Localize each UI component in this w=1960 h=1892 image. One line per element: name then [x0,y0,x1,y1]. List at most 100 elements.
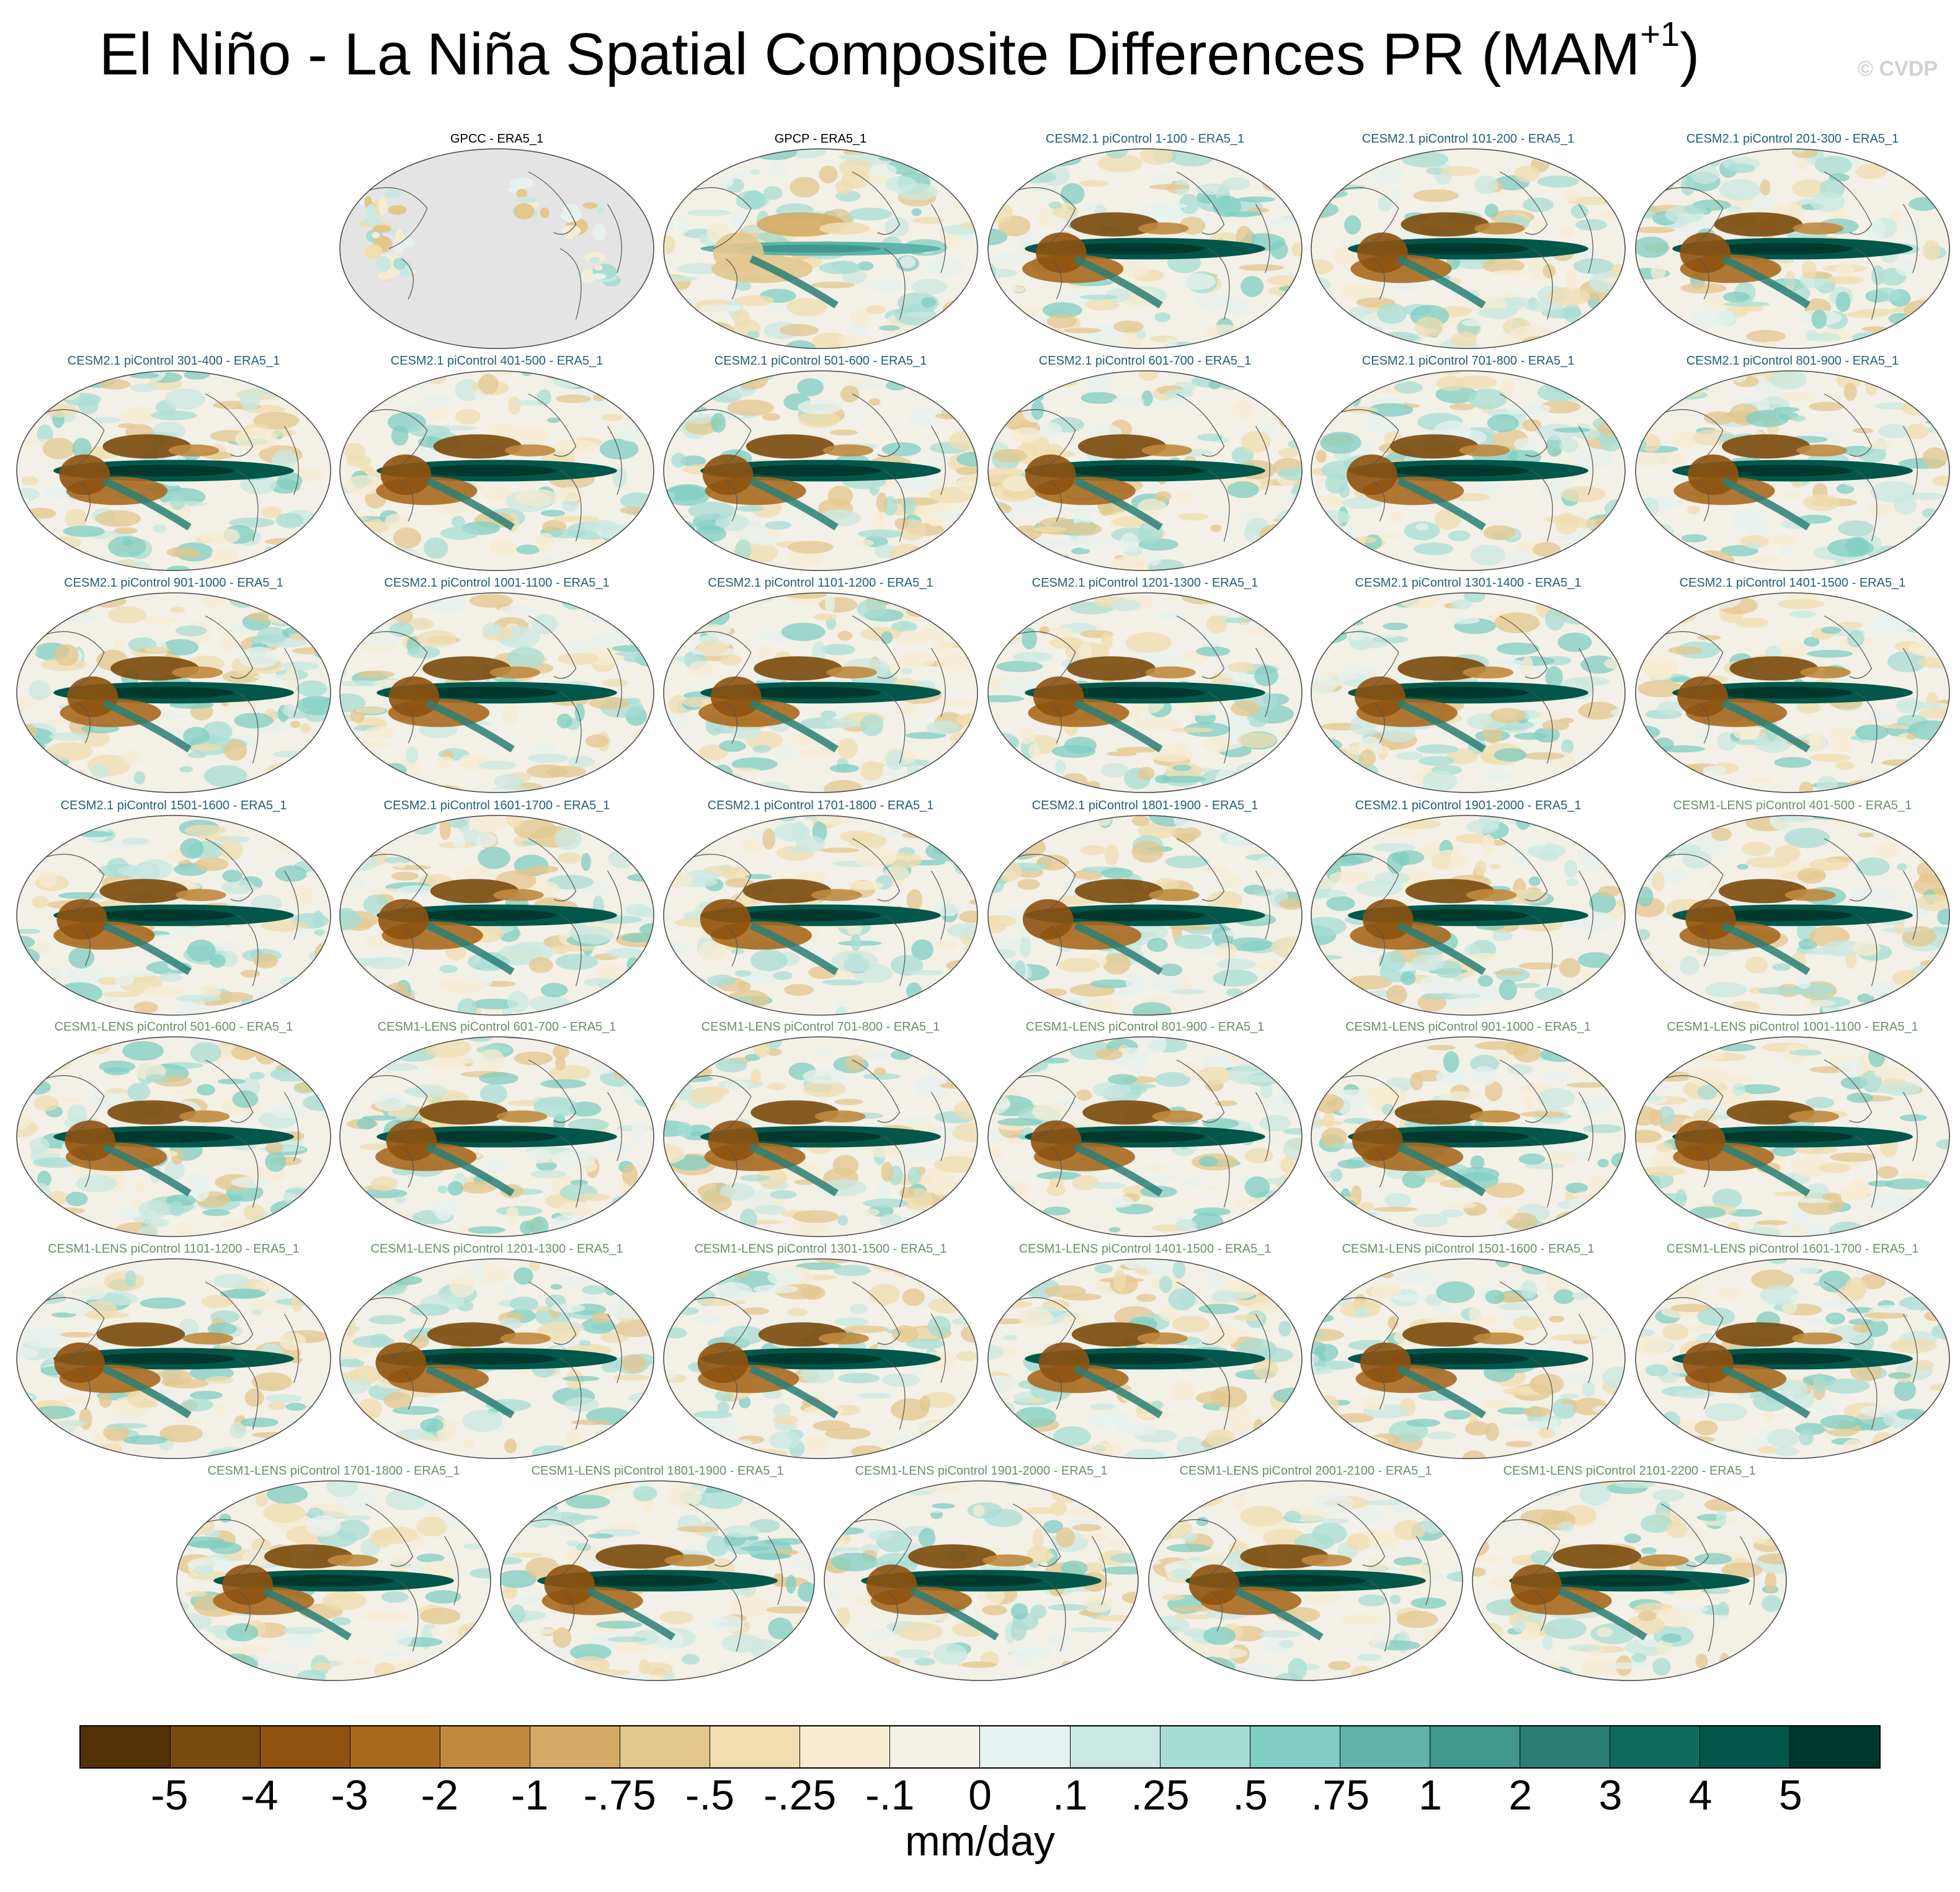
precip-anomaly-blob [1213,969,1258,987]
precip-anomaly-blob [600,1049,626,1057]
precip-anomaly-blob [1855,857,1890,876]
precip-anomaly-blob [1513,983,1541,988]
coastline [236,692,259,764]
map-outline [987,370,1303,571]
precip-anomaly-blob [798,399,842,415]
precip-anomaly-blob [1232,593,1258,602]
precip-anomaly-blob [774,744,795,759]
coastline [1659,853,1724,916]
precip-anomaly-blob [1110,598,1141,611]
precip-anomaly-blob [1538,371,1561,379]
colorbar-bin [1250,1726,1340,1767]
precip-anomaly-blob [1291,1040,1302,1050]
precip-anomaly-blob [917,262,943,269]
precip-map [339,148,654,349]
coastline [1049,258,1062,300]
land-precip-patch [395,228,404,245]
precip-anomaly-blob [831,260,858,273]
precip-anomaly-blob [988,1148,1004,1160]
coastline [607,425,622,495]
map-panel: CESM2.1 piControl 501-600 - ERA5_1 [659,353,982,574]
precip-anomaly-blob [357,1117,376,1130]
precip-anomaly-blob [832,1155,859,1176]
precip-anomaly-blob [1597,314,1614,324]
precip-anomaly-blob [1042,302,1082,319]
precip-anomaly-blob [1481,834,1495,856]
panel-title: CESM2.1 piControl 1201-1300 - ERA5_1 [1031,576,1258,590]
colorbar-tick-label: 3 [1598,1772,1623,1819]
precip-anomaly-blob [1663,1040,1698,1051]
coastline [363,631,428,693]
precip-anomaly-blob [518,425,550,446]
precip-anomaly-blob [1210,524,1222,532]
map-panel: CESM1-LENS piControl 801-900 - ERA5_1 [984,1019,1306,1240]
precip-anomaly-blob [863,1073,901,1080]
precip-anomaly-blob [54,644,79,666]
precip-anomaly-blob [932,593,955,604]
precip-anomaly-blob [373,680,400,686]
precip-anomaly-blob [1244,1176,1270,1198]
precip-anomaly-blob [700,304,742,312]
precip-anomaly-blob [991,252,1030,264]
precip-anomaly-blob [1789,610,1817,618]
coastline [1373,258,1385,300]
precip-anomaly-blob [583,886,615,895]
coastline [883,470,906,542]
precip-anomaly-blob [1201,866,1230,874]
dry-anomaly-region [742,879,832,904]
precip-anomaly-blob [1197,433,1223,442]
precip-anomaly-blob [593,1370,607,1380]
precip-anomaly-blob [251,1372,292,1392]
precip-anomaly-blob [1661,452,1685,464]
precip-anomaly-blob [1404,521,1440,541]
precip-anomaly-blob [1528,876,1541,886]
precip-anomaly-blob [1337,1159,1366,1169]
precip-anomaly-blob [1277,624,1302,643]
dry-anomaly-region [378,899,429,940]
precip-anomaly-blob [302,596,331,613]
precip-anomaly-blob [994,159,1029,174]
precip-anomaly-blob [1474,860,1487,876]
precip-anomaly-blob [1311,1042,1331,1052]
precip-anomaly-blob [1927,1054,1943,1076]
precip-anomaly-blob [1180,273,1216,290]
precip-anomaly-blob [1809,192,1845,212]
precip-anomaly-blob [664,1271,682,1287]
precip-anomaly-blob [719,740,746,752]
precip-anomaly-blob [1211,1227,1236,1237]
precip-anomaly-blob [1554,1037,1602,1040]
colorbar-tick-label: 0 [968,1772,992,1819]
precip-anomaly-blob [899,255,915,269]
land-precip-patch [516,189,528,199]
map-outline [663,592,978,793]
precip-anomaly-blob [1637,1215,1664,1230]
precip-anomaly-blob [429,1201,463,1215]
colorbar-tick-label: 4 [1688,1772,1713,1819]
panel-title: CESM1-LENS piControl 1301-1500 - ERA5_1 [694,1242,947,1256]
precip-anomaly-blob [1636,535,1657,544]
precip-anomaly-blob [691,321,736,342]
precip-anomaly-blob [340,783,378,793]
precip-anomaly-blob [593,593,624,608]
coastline [40,409,105,471]
precip-anomaly-blob [1388,512,1403,522]
precip-anomaly-blob [581,853,591,871]
precip-anomaly-blob [1636,420,1646,442]
precip-anomaly-blob [1244,1148,1273,1164]
precip-anomaly-blob [1897,820,1911,837]
coastline [1824,393,1873,457]
precip-anomaly-blob [25,507,56,519]
precip-anomaly-blob [22,1326,66,1348]
precip-anomaly-blob [879,325,901,331]
precip-anomaly-blob [506,815,525,828]
precip-anomaly-blob [1553,149,1574,171]
coastline [1208,1136,1230,1208]
precip-anomaly-blob [296,1057,331,1066]
precip-anomaly-blob [848,207,893,221]
precip-anomaly-blob [988,539,1021,550]
precip-anomaly-blob [314,740,331,751]
precip-anomaly-blob [1675,596,1717,611]
precip-anomaly-blob [708,149,725,163]
title-main: El Niño - La Niña Spatial Composite Diff… [99,21,1641,87]
precip-anomaly-blob [1032,1103,1067,1121]
